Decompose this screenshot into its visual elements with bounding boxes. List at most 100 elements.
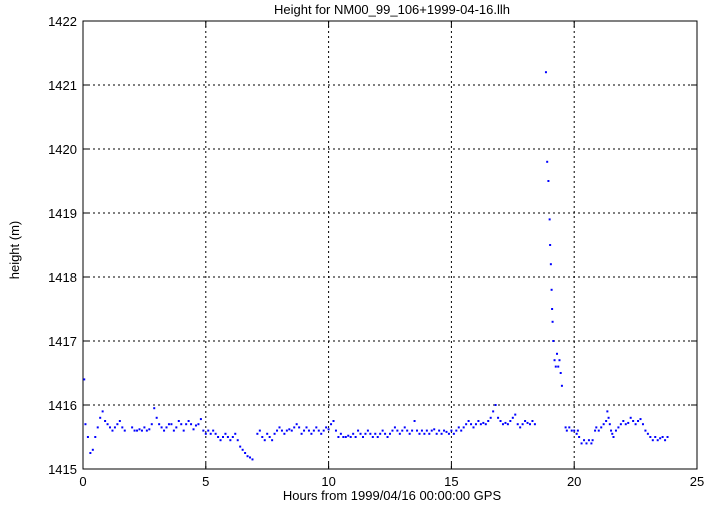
data-point <box>217 436 220 438</box>
y-tick-label: 1415 <box>48 462 77 477</box>
data-point <box>160 426 163 429</box>
data-point <box>591 439 594 442</box>
data-point <box>578 436 581 438</box>
data-point <box>430 429 433 432</box>
data-point <box>251 458 254 461</box>
data-point <box>194 424 197 427</box>
axis-ticks <box>82 20 698 470</box>
data-point <box>499 420 502 422</box>
data-point <box>290 429 293 432</box>
data-point <box>425 429 428 432</box>
data-point <box>551 320 554 323</box>
data-point <box>560 384 563 387</box>
data-point <box>634 423 637 426</box>
data-point <box>519 426 522 429</box>
data-point <box>325 426 328 429</box>
y-tick-label: 1416 <box>48 398 77 413</box>
data-point <box>587 439 590 442</box>
data-point <box>148 428 151 431</box>
chart-title: Height for NM00_99_106+1999-04-16.llh <box>274 2 510 17</box>
data-point <box>339 432 342 435</box>
data-point <box>413 420 416 422</box>
data-point <box>457 426 460 429</box>
y-tick-label: 1421 <box>48 78 77 93</box>
data-point <box>622 420 625 422</box>
data-point <box>664 439 667 442</box>
data-point <box>330 423 333 426</box>
y-tick-label: 1417 <box>48 334 77 349</box>
data-point <box>91 448 94 451</box>
data-point <box>202 429 205 432</box>
data-point <box>516 423 519 426</box>
data-points <box>83 71 669 461</box>
x-tick-labels: 0 5 10 15 20 25 <box>79 474 704 489</box>
data-point <box>207 429 210 432</box>
data-point <box>96 426 99 429</box>
data-point <box>158 423 161 426</box>
data-point <box>585 442 588 445</box>
data-point <box>374 432 377 435</box>
data-point <box>180 423 183 426</box>
data-point <box>305 426 308 429</box>
data-point <box>632 420 635 422</box>
data-point <box>580 442 583 445</box>
data-point <box>256 432 259 435</box>
data-point <box>452 432 455 435</box>
data-point <box>101 410 104 413</box>
data-point <box>564 426 567 429</box>
data-point <box>244 452 247 454</box>
data-point <box>600 426 603 429</box>
data-point <box>221 436 224 438</box>
data-point <box>546 160 549 163</box>
data-point <box>597 429 600 432</box>
data-point <box>386 436 389 438</box>
data-point <box>627 421 630 424</box>
data-point <box>84 423 87 426</box>
data-point <box>479 423 482 426</box>
data-point <box>99 416 102 419</box>
data-point <box>573 429 576 432</box>
data-point <box>511 416 514 419</box>
data-point <box>551 308 554 310</box>
data-point <box>278 426 281 429</box>
data-point <box>649 436 652 438</box>
data-point <box>594 429 597 432</box>
data-point <box>226 436 229 438</box>
data-point <box>526 421 529 424</box>
data-point <box>317 429 320 432</box>
data-point <box>610 429 613 432</box>
data-point <box>285 429 288 432</box>
data-point <box>116 423 119 426</box>
data-point <box>514 413 517 416</box>
data-point <box>155 416 158 419</box>
grid-lines <box>83 21 697 469</box>
data-point <box>273 432 276 435</box>
data-point <box>420 429 423 432</box>
data-point <box>595 426 598 429</box>
data-point <box>531 420 534 422</box>
data-point <box>118 420 121 422</box>
data-point <box>234 432 237 435</box>
data-point <box>163 429 166 432</box>
data-point <box>263 439 266 442</box>
y-tick-label: 1420 <box>48 142 77 157</box>
data-point <box>472 426 475 429</box>
data-point <box>544 71 547 74</box>
data-point <box>138 428 141 431</box>
data-point <box>391 429 394 432</box>
data-point <box>268 436 271 438</box>
data-point <box>111 429 114 432</box>
data-point <box>506 423 509 426</box>
data-point <box>349 436 352 438</box>
data-point <box>659 437 662 440</box>
x-tick-label: 5 <box>202 474 209 489</box>
data-point <box>557 365 560 368</box>
data-point <box>366 429 369 432</box>
y-tick-label: 1418 <box>48 270 77 285</box>
data-point <box>455 429 458 432</box>
y-axis-label: height (m) <box>7 221 22 280</box>
data-point <box>280 429 283 432</box>
x-tick-label: 25 <box>690 474 704 489</box>
data-point <box>303 429 306 432</box>
